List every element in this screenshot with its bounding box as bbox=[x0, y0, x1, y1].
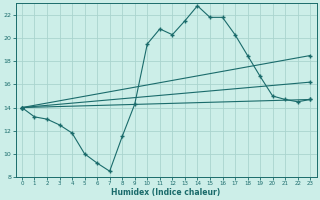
X-axis label: Humidex (Indice chaleur): Humidex (Indice chaleur) bbox=[111, 188, 221, 197]
